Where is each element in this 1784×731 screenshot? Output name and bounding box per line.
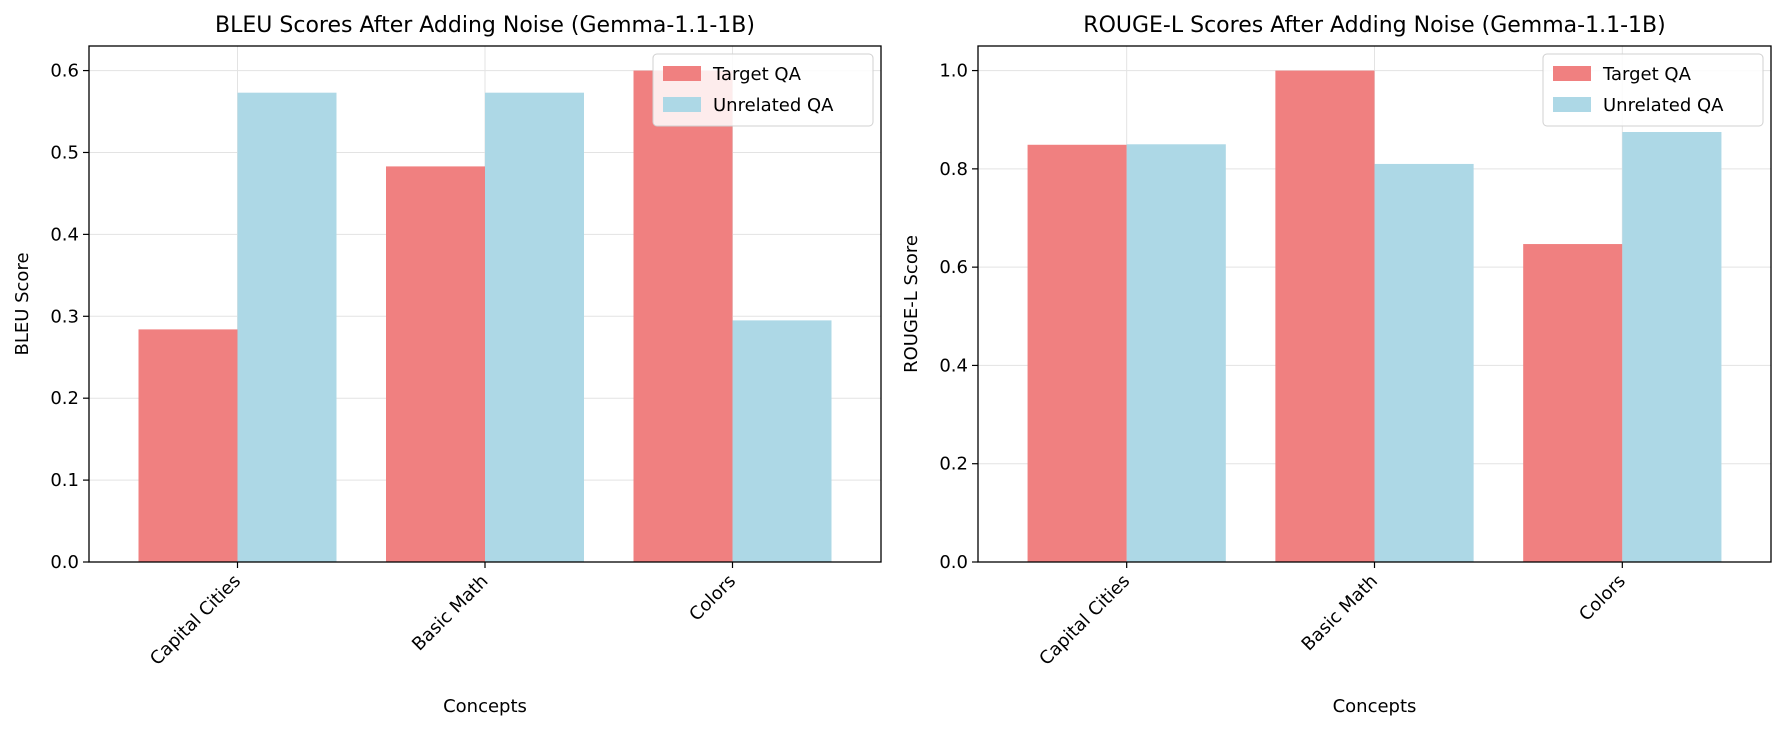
rouge-l-y-tick-label: 0.6 — [939, 257, 968, 278]
rouge-l-x-axis-label: Concepts — [1333, 696, 1417, 717]
bleu-bar-target-qa-basic-math — [386, 166, 485, 562]
rouge-l-legend-swatch-target-qa — [1553, 66, 1591, 81]
bleu-bar-target-qa-colors — [633, 70, 733, 563]
bleu-y-tick-label: 0.2 — [50, 388, 79, 409]
bleu-legend: Target QA Unrelated QA — [652, 53, 874, 127]
bleu-chart-title: BLEU Scores After Adding Noise (Gemma-1.… — [215, 13, 755, 38]
rouge-l-bar-target-qa-colors — [1523, 244, 1623, 562]
rouge-l-y-tick-label: 1.0 — [939, 61, 968, 82]
bleu-y-tick-label: 0.6 — [50, 61, 79, 82]
rouge-l-bar-unrelated-qa-capital-cities — [1126, 144, 1226, 563]
rouge-l-y-tick-label: 0.2 — [939, 454, 968, 475]
rouge-l-y-tick-label: 0.0 — [939, 552, 968, 573]
rouge-l-y-tick-label: 0.4 — [939, 355, 968, 376]
bleu-y-tick-label: 0.4 — [50, 224, 79, 245]
rouge-l-bar-unrelated-qa-colors — [1622, 132, 1722, 562]
bleu-bar-target-qa-capital-cities — [138, 329, 238, 562]
rouge-l-legend-label-target-qa: Target QA — [1602, 64, 1692, 85]
bleu-legend-swatch-unrelated-qa — [663, 97, 701, 112]
bleu-y-tick-label: 0.5 — [50, 142, 79, 163]
bleu-y-tick-label: 0.3 — [50, 306, 79, 327]
bleu-y-tick-label: 0.1 — [50, 470, 79, 491]
bleu-legend-swatch-target-qa — [663, 66, 701, 81]
bleu-bar-unrelated-qa-capital-cities — [237, 92, 337, 562]
bleu-y-axis-label: BLEU Score — [12, 252, 33, 355]
rouge-l-y-tick-label: 0.8 — [939, 159, 968, 180]
rouge-l-legend: Target QA Unrelated QA — [1542, 53, 1764, 127]
rouge-l-chart-title: ROUGE-L Scores After Adding Noise (Gemma… — [1083, 13, 1665, 38]
bleu-legend-label-unrelated-qa: Unrelated QA — [713, 95, 834, 116]
rouge-l-bar-unrelated-qa-basic-math — [1374, 163, 1474, 562]
bleu-legend-box — [652, 53, 874, 127]
rouge-l-legend-box — [1542, 53, 1764, 127]
bleu-legend-label-target-qa: Target QA — [712, 64, 802, 85]
bleu-y-tick-label: 0.0 — [50, 552, 79, 573]
rouge-l-bar-target-qa-basic-math — [1275, 70, 1375, 563]
bleu-bar-unrelated-qa-basic-math — [485, 92, 584, 562]
rouge-l-bar-target-qa-capital-cities — [1027, 144, 1127, 562]
rouge-l-y-axis-label: ROUGE-L Score — [901, 235, 922, 373]
rouge-l-legend-label-unrelated-qa: Unrelated QA — [1603, 95, 1724, 116]
rouge-l-legend-swatch-unrelated-qa — [1553, 97, 1591, 112]
bleu-bar-unrelated-qa-colors — [732, 320, 832, 562]
bleu-x-axis-label: Concepts — [443, 696, 527, 717]
